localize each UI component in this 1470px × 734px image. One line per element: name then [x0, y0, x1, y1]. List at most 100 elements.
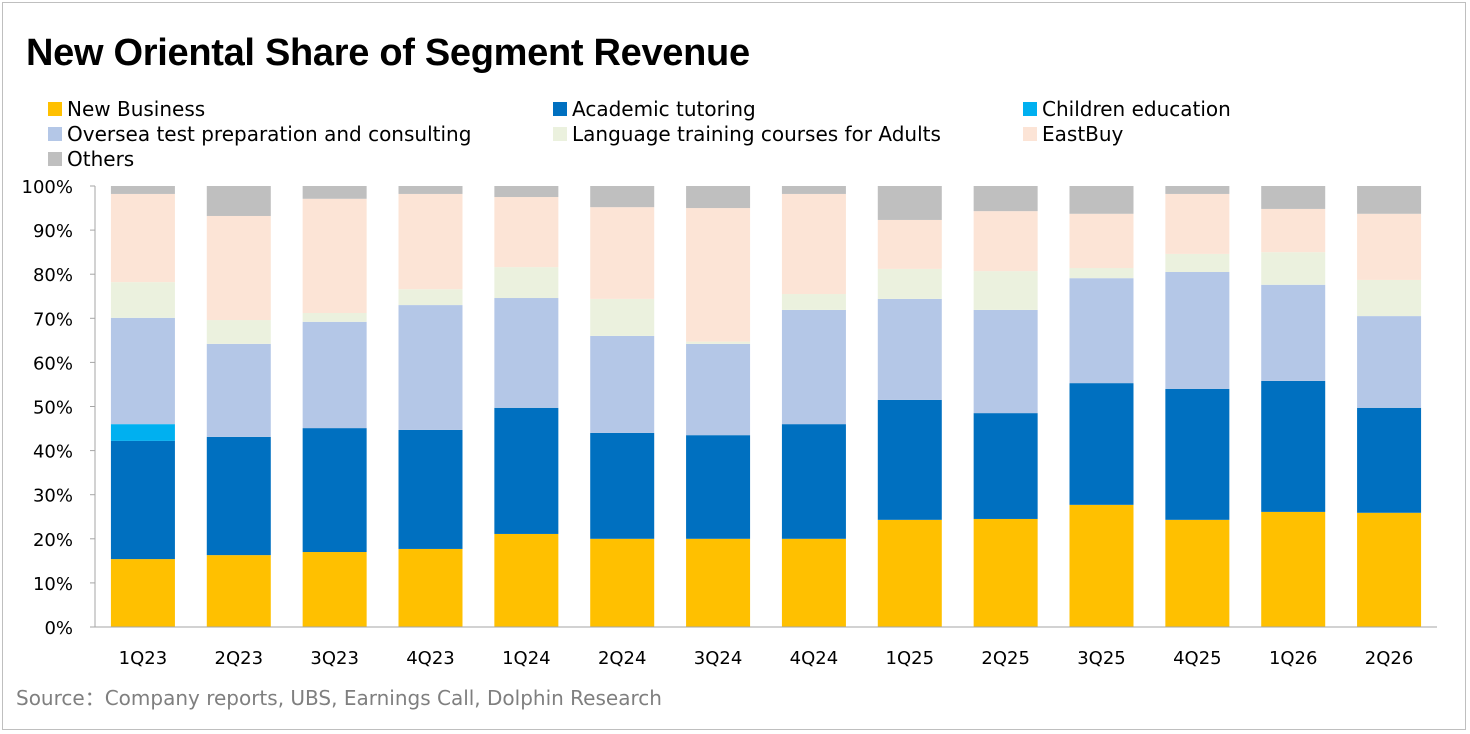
bar-segment [877, 268, 942, 299]
bar-segment [206, 343, 271, 437]
x-tick-label: 2Q26 [1365, 648, 1414, 669]
bar-segment [110, 559, 175, 627]
bar-segment [398, 289, 463, 306]
bar-segment [686, 435, 751, 539]
bar-segment [206, 436, 271, 556]
bar-segment [1261, 511, 1326, 627]
bar-segment [110, 186, 175, 194]
bar-segment [1069, 186, 1134, 214]
y-tick-label: 80% [33, 265, 73, 286]
bar-segment [781, 186, 846, 194]
y-tick-label: 70% [33, 309, 73, 330]
x-tick-label: 1Q25 [886, 648, 935, 669]
bar-segment [110, 440, 175, 560]
bar-segment [781, 309, 846, 425]
bar-segment [973, 211, 1038, 272]
bar-segment [686, 341, 751, 344]
x-tick-label: 3Q24 [694, 648, 743, 669]
bar-segment [1069, 383, 1134, 505]
legend-item: Others [48, 147, 134, 171]
x-tick-label: 4Q23 [406, 648, 455, 669]
legend-label: Academic tutoring [572, 97, 756, 121]
bar-segment [110, 193, 175, 283]
bar-segment [494, 197, 559, 268]
legend-label: Others [67, 147, 135, 171]
bar-segment [590, 335, 655, 433]
bar-segment [494, 298, 559, 408]
bar-segment [302, 198, 367, 314]
bar-segment [110, 282, 175, 318]
bar-segment [1357, 407, 1422, 513]
bar-segment [973, 186, 1038, 212]
bar-segment [1357, 316, 1422, 408]
bar-segment [398, 305, 463, 430]
bar-segment [590, 538, 655, 627]
y-tick-label: 90% [33, 221, 73, 242]
legend-swatch [553, 127, 567, 141]
bar-segment [494, 407, 559, 534]
bar-segment [1069, 213, 1134, 269]
bar-segment [590, 298, 655, 336]
bar-segment [110, 317, 175, 425]
bar-segment [1261, 284, 1326, 381]
y-tick-label: 0% [44, 618, 73, 639]
bar-segment [302, 186, 367, 199]
x-tick-label: 4Q25 [1173, 648, 1222, 669]
x-tick-label: 2Q23 [215, 648, 264, 669]
legend-label: EastBuy [1042, 122, 1124, 146]
bar-segment [1357, 186, 1422, 214]
bar-segment [590, 207, 655, 299]
bar-segment [206, 186, 271, 216]
legend-item: New Business [48, 97, 205, 121]
bar-segment [1165, 193, 1230, 254]
bar-segment [877, 298, 942, 400]
y-tick-label: 100% [22, 177, 73, 198]
legend-swatch [553, 102, 567, 116]
bar-segment [398, 186, 463, 194]
bar-segment [206, 320, 271, 344]
bar-segment [686, 208, 751, 342]
legend-swatch [1023, 127, 1037, 141]
legend-item: EastBuy [1023, 122, 1123, 146]
bar-segment [781, 193, 846, 295]
bar-segment [302, 428, 367, 553]
bar-segment [877, 186, 942, 220]
legend-swatch [48, 152, 62, 166]
bar-segment [494, 186, 559, 198]
bar-segment [110, 424, 175, 441]
bar-segment [206, 555, 271, 627]
legend-swatch [48, 127, 62, 141]
legend-label: New Business [67, 97, 206, 121]
bar-segment [494, 533, 559, 627]
bar-segment [1357, 279, 1422, 317]
bar-segment [302, 552, 367, 627]
y-tick-label: 20% [33, 530, 73, 551]
y-tick-label: 50% [33, 398, 73, 419]
legend-item: Oversea test preparation and consulting [48, 122, 471, 146]
bar-segment [590, 432, 655, 539]
bar-segment [398, 429, 463, 549]
y-tick-label: 30% [33, 486, 73, 507]
chart-title: New Oriental Share of Segment Revenue [26, 32, 750, 74]
x-tick-label: 1Q26 [1269, 648, 1318, 669]
bar-segment [686, 186, 751, 209]
bar-segment [590, 186, 655, 208]
y-tick-label: 60% [33, 353, 73, 374]
legend-item: Academic tutoring [553, 97, 756, 121]
bar-segment [1165, 186, 1230, 194]
bar-segment [1069, 504, 1134, 627]
y-tick-label: 40% [33, 442, 73, 463]
bar-segment [973, 518, 1038, 627]
bar-segment [973, 309, 1038, 414]
bar-segment [877, 519, 942, 627]
legend-swatch [1023, 102, 1037, 116]
bar-segment [206, 215, 271, 321]
bar-segment [1261, 208, 1326, 253]
source-note: Source：Company reports, UBS, Earnings Ca… [16, 686, 662, 710]
bar-segment [1357, 512, 1422, 627]
legend-label: Oversea test preparation and consulting [67, 122, 472, 146]
bar-segment [494, 267, 559, 299]
x-tick-label: 2Q25 [981, 648, 1030, 669]
